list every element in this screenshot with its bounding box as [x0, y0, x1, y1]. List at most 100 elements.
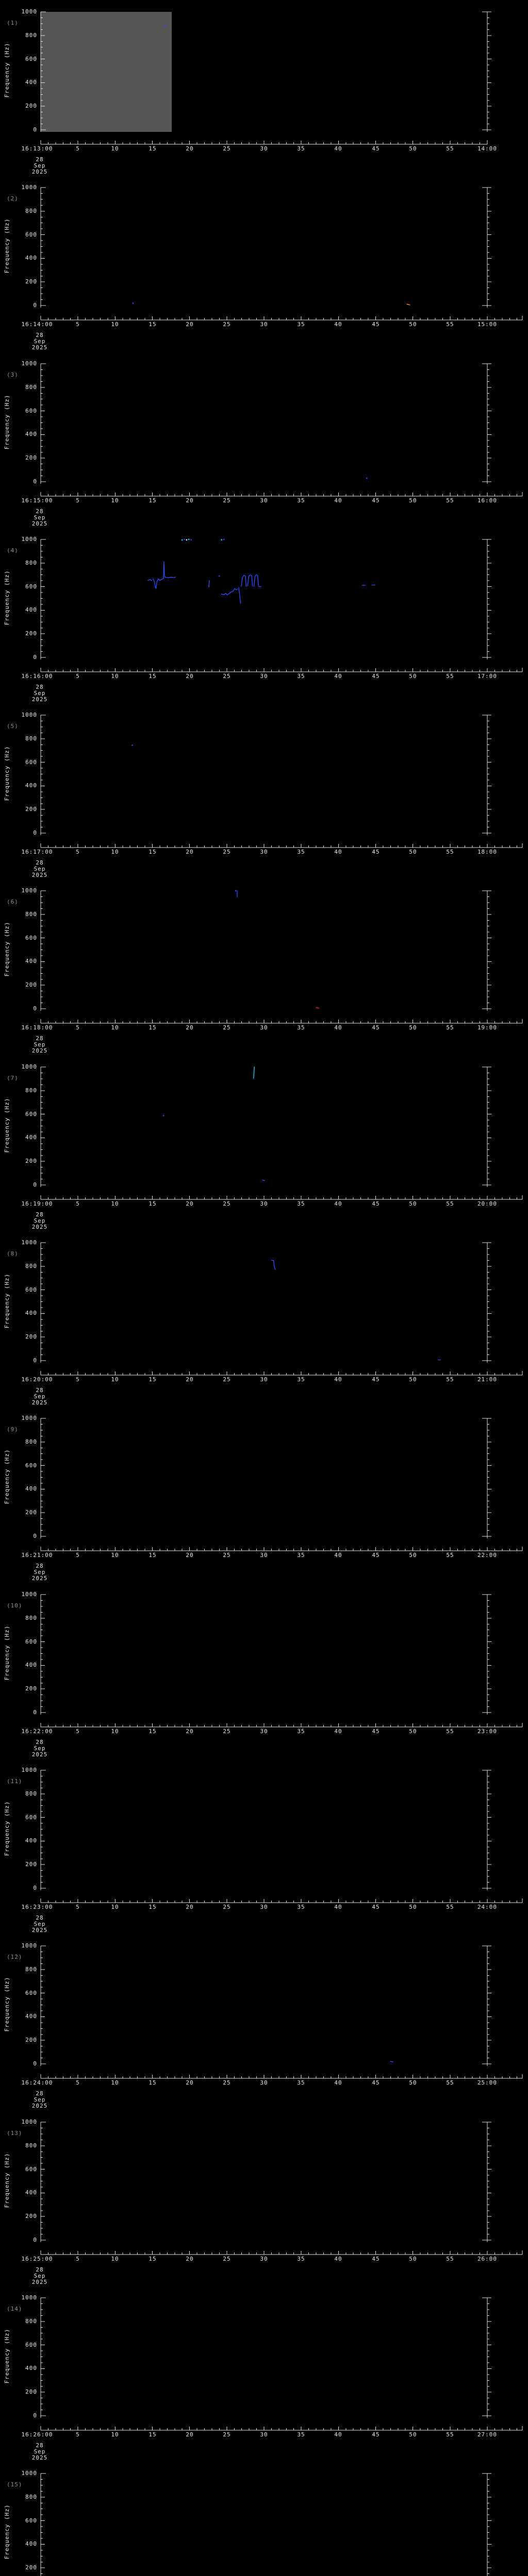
x-tick-label: 15	[148, 1552, 157, 1558]
x-tick-label: 55	[446, 673, 454, 680]
y-tick-label: 600	[25, 759, 37, 766]
y-tick-label: 1000	[21, 1239, 37, 1246]
date-label: Sep	[34, 866, 46, 872]
spectrogram-panel: (2) 0 200 400 600 800 1000 Frequency (Hz) 5 10 15 2…	[0, 176, 528, 351]
x-tick-label: 45	[372, 2256, 380, 2262]
x-tick-label: 20	[186, 1904, 194, 1910]
event-dot	[184, 538, 185, 540]
x-tick-label: 15	[148, 849, 157, 855]
x-tick-label: 20	[186, 673, 194, 680]
x-tick-label: 5	[76, 497, 80, 504]
x-tick-label: 35	[297, 321, 305, 328]
y-tick-label: 0	[33, 1181, 37, 1188]
y-tick-label: 800	[25, 735, 37, 742]
event-trace	[241, 574, 247, 587]
x-tick-label: 20	[186, 2079, 194, 2086]
x-tick-label: 30	[260, 849, 268, 855]
x-tick-label: 15	[148, 1376, 157, 1383]
panel-index-label: (2)	[7, 195, 19, 202]
y-tick-label: 600	[25, 56, 37, 62]
y-tick-label: 0	[33, 2412, 37, 2419]
y-tick-label: 800	[25, 2142, 37, 2149]
x-tick-label: 45	[372, 849, 380, 855]
panel-index-label: (8)	[7, 1250, 19, 1257]
date-label: 28	[36, 1211, 44, 1218]
x-tick-label: 10	[111, 145, 119, 152]
x-tick-label: 50	[409, 1728, 417, 1735]
y-tick-label: 400	[25, 2189, 37, 2196]
x-tick-label: 10	[111, 1552, 119, 1558]
y-tick-label: 400	[25, 1662, 37, 1668]
x-tick-label: 15	[148, 321, 157, 328]
date-label: 2025	[31, 168, 48, 175]
x-tick-label: 35	[297, 849, 305, 855]
x-tick-label: 25	[223, 1200, 231, 1207]
date-label: Sep	[34, 2448, 46, 2455]
x-tick-label: 20	[186, 1552, 194, 1558]
axes	[40, 187, 523, 320]
y-tick-label: 1000	[21, 1767, 37, 1773]
x-tick-label: 10	[111, 497, 119, 504]
event-dot	[164, 24, 166, 26]
panel-plot	[40, 363, 523, 497]
x-tick-label: 15	[148, 497, 157, 504]
x-tick-label: 50	[409, 849, 417, 855]
x-tick-label: 30	[260, 1728, 268, 1735]
start-time-label: 16:14:00	[21, 321, 53, 328]
y-tick-label: 1000	[21, 1591, 37, 1598]
x-tick-label: 5	[76, 2256, 80, 2262]
panel-plot	[40, 2297, 523, 2431]
date-label: Sep	[34, 514, 46, 521]
spectrogram-panel: (10) 0 200 400 600 800 1000 Frequency (Hz) 5 10 15…	[0, 1583, 528, 1758]
x-tick-label: 30	[260, 1904, 268, 1910]
y-tick-label: 0	[33, 1709, 37, 1716]
end-time-label: 20:00	[477, 1200, 498, 1207]
panel-index-label: (1)	[7, 20, 19, 26]
x-tick-label: 55	[446, 321, 454, 328]
spectrogram-panel: (4) 0 200 400 600 800 1000 Frequency (Hz) 5 10 15 2…	[0, 528, 528, 703]
x-tick-label: 35	[297, 1200, 305, 1207]
x-tick-label: 35	[297, 1904, 305, 1910]
panel-index-label: (3)	[7, 371, 19, 378]
y-tick-label: 0	[33, 1885, 37, 1891]
y-tick-label: 600	[25, 1638, 37, 1645]
panel-index-label: (13)	[7, 2130, 23, 2137]
event-trace	[163, 561, 166, 580]
panel-plot	[40, 1066, 523, 1200]
x-tick-label: 20	[186, 2256, 194, 2262]
x-tick-label: 15	[148, 1024, 157, 1031]
y-axis-title: Frequency (Hz)	[4, 1976, 10, 2032]
start-time-label: 16:18:00	[21, 1024, 53, 1031]
x-tick-label: 50	[409, 1552, 417, 1558]
x-tick-label: 15	[148, 145, 157, 152]
x-tick-label: 50	[409, 1200, 417, 1207]
x-tick-label: 50	[409, 1376, 417, 1383]
date-label: 28	[36, 2442, 44, 2449]
panel-plot	[40, 11, 491, 145]
event-dot	[221, 539, 222, 540]
x-tick-label: 30	[260, 2079, 268, 2086]
y-tick-label: 200	[25, 2037, 37, 2043]
y-tick-label: 0	[33, 302, 37, 309]
x-tick-label: 55	[446, 2079, 454, 2086]
panel-plot	[40, 1945, 523, 2079]
x-tick-label: 30	[260, 1200, 268, 1207]
date-label: 28	[36, 1563, 44, 1569]
panel-index-label: (9)	[7, 1426, 19, 1433]
x-tick-label: 30	[260, 1024, 268, 1031]
start-time-label: 16:16:00	[21, 673, 53, 680]
y-axis-title: Frequency (Hz)	[4, 2153, 10, 2208]
x-tick-label: 25	[223, 849, 231, 855]
end-time-label: 22:00	[477, 1552, 498, 1558]
y-tick-label: 800	[25, 2494, 37, 2500]
event-trace	[253, 574, 259, 587]
x-tick-label: 25	[223, 673, 231, 680]
end-time-label: 21:00	[477, 1376, 498, 1383]
y-axis-title: Frequency (Hz)	[4, 42, 10, 98]
y-tick-label: 800	[25, 2318, 37, 2325]
x-tick-label: 45	[372, 321, 380, 328]
y-tick-label: 0	[33, 2060, 37, 2067]
x-tick-label: 40	[334, 673, 342, 680]
y-tick-label: 400	[25, 782, 37, 789]
